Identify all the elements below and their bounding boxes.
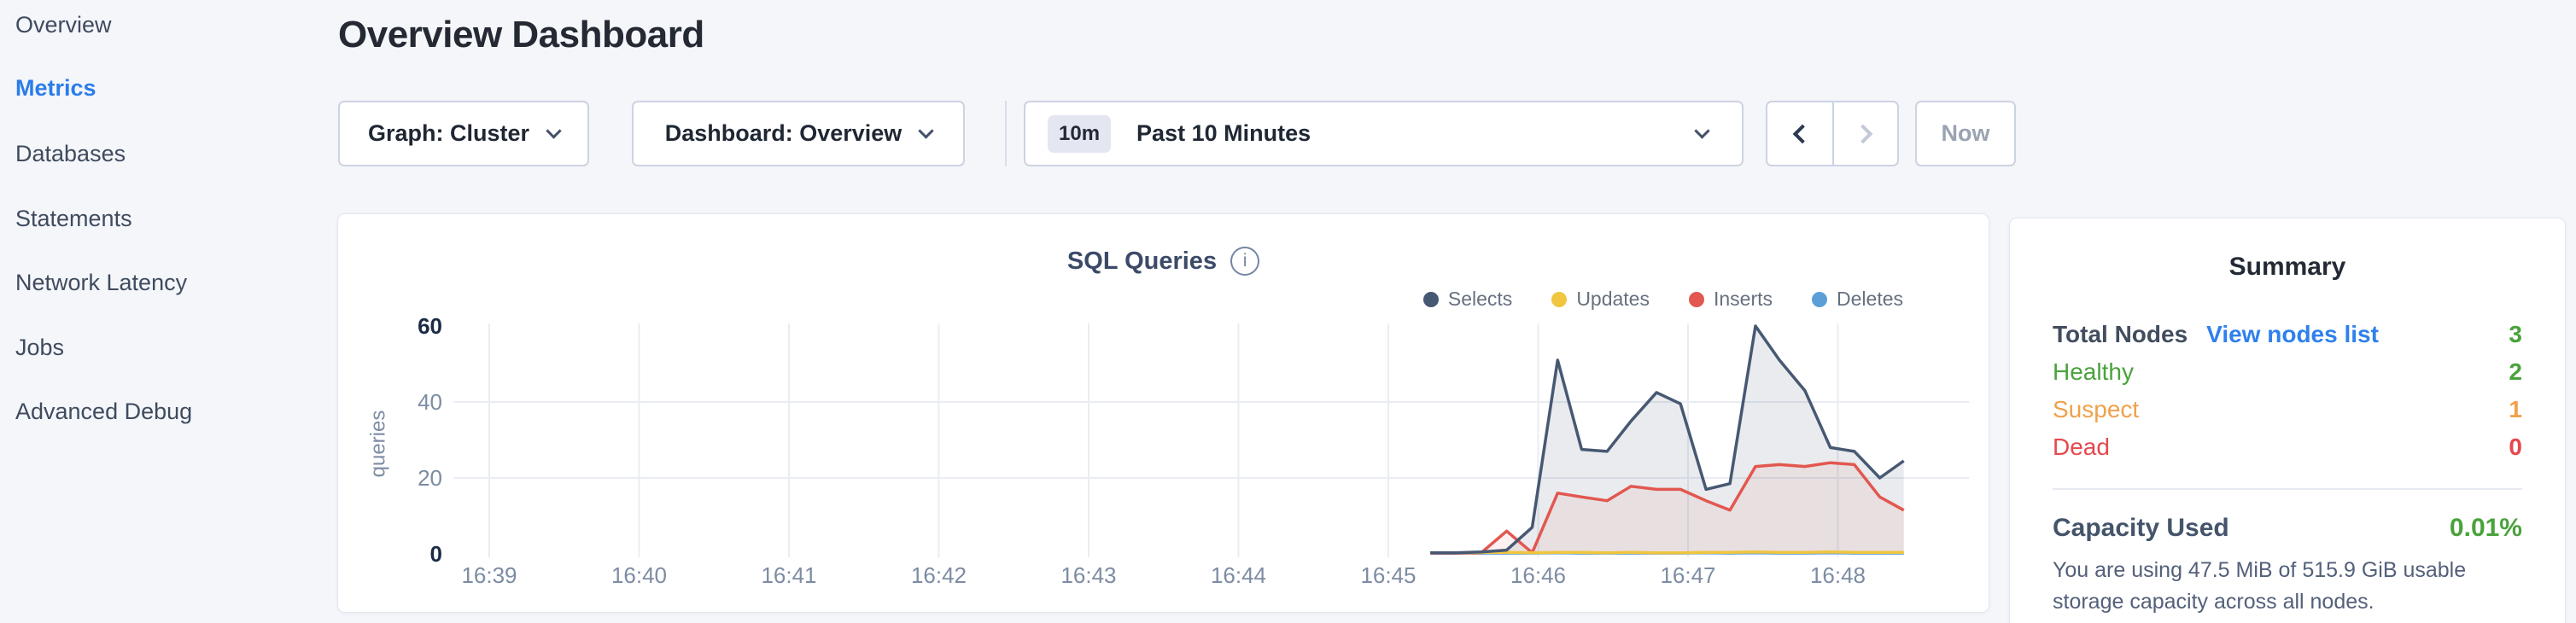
controls-divider <box>1005 101 1007 166</box>
dashboard-label: Dashboard: Overview <box>664 120 902 146</box>
total-nodes-value: 3 <box>2509 321 2522 347</box>
dashboard-dropdown[interactable]: Dashboard: Overview <box>632 101 965 166</box>
sql-queries-chart-card: SQL Queries i Selects Updates Inserts Delet… <box>337 213 1989 613</box>
legend-item-selects[interactable]: Selects <box>1422 288 1513 311</box>
svg-text:16:43: 16:43 <box>1060 562 1116 588</box>
svg-text:16:48: 16:48 <box>1810 562 1866 588</box>
svg-text:0: 0 <box>430 541 442 567</box>
sidebar-item-network-latency[interactable]: Network Latency <box>15 270 188 295</box>
svg-text:16:42: 16:42 <box>911 562 967 588</box>
legend-label: Updates <box>1576 288 1650 310</box>
time-step-buttons <box>1766 101 1899 166</box>
total-nodes-row: Total Nodes View nodes list 3 <box>2053 321 2522 358</box>
legend-label: Deletes <box>1837 288 1903 310</box>
total-nodes-label: Total Nodes <box>2053 321 2188 347</box>
svg-text:40: 40 <box>418 389 442 415</box>
svg-text:16:45: 16:45 <box>1360 562 1416 588</box>
dead-nodes-row: Dead 0 <box>2053 434 2522 471</box>
svg-text:16:39: 16:39 <box>461 562 517 588</box>
legend-dot-icon <box>1688 291 1704 307</box>
legend-item-inserts[interactable]: Inserts <box>1688 288 1773 311</box>
time-range-dropdown[interactable]: 10m Past 10 Minutes <box>1024 101 1744 166</box>
time-prev-button[interactable] <box>1767 102 1832 165</box>
legend-dot-icon <box>1422 291 1439 307</box>
sidebar-item-jobs[interactable]: Jobs <box>15 335 65 360</box>
legend-item-updates[interactable]: Updates <box>1551 288 1650 311</box>
capacity-row: Capacity Used 0.01% <box>2053 514 2522 543</box>
summary-title: Summary <box>2228 253 2346 281</box>
sidebar-item-statements[interactable]: Statements <box>15 206 132 231</box>
sidebar-item-advanced-debug[interactable]: Advanced Debug <box>15 399 193 424</box>
chart-legend: Selects Updates Inserts Deletes <box>1422 288 1903 311</box>
now-button-label: Now <box>1941 120 1990 146</box>
sidebar: Overview Metrics Databases Statements Ne… <box>0 0 324 623</box>
legend-label: Inserts <box>1713 288 1773 310</box>
svg-text:16:40: 16:40 <box>611 562 667 588</box>
time-range-label: Past 10 Minutes <box>1136 120 1311 146</box>
time-next-button[interactable] <box>1831 102 1897 165</box>
chart-title: SQL Queries <box>1066 247 1218 275</box>
page-title: Overview Dashboard <box>338 14 704 55</box>
graph-scope-dropdown[interactable]: Graph: Cluster <box>338 101 589 166</box>
legend-dot-icon <box>1812 291 1828 307</box>
svg-text:20: 20 <box>418 465 442 491</box>
summary-panel: Summary Total Nodes View nodes list 3 He… <box>2009 218 2566 623</box>
dead-value: 0 <box>2509 434 2522 460</box>
chevron-down-icon <box>1694 123 1710 139</box>
healthy-value: 2 <box>2509 358 2522 385</box>
svg-text:16:44: 16:44 <box>1211 562 1266 588</box>
sidebar-item-metrics[interactable]: Metrics <box>15 75 96 101</box>
now-button[interactable]: Now <box>1915 101 2016 166</box>
chevron-left-icon <box>1792 124 1813 143</box>
svg-text:16:46: 16:46 <box>1510 562 1566 588</box>
summary-divider <box>2053 488 2522 490</box>
healthy-nodes-row: Healthy 2 <box>2053 358 2522 396</box>
info-icon[interactable]: i <box>1230 247 1260 276</box>
chevron-down-icon <box>918 123 934 139</box>
dead-label: Dead <box>2053 434 2110 460</box>
svg-text:16:41: 16:41 <box>761 562 816 588</box>
svg-text:60: 60 <box>418 313 442 339</box>
suspect-label: Suspect <box>2053 396 2140 422</box>
suspect-nodes-row: Suspect 1 <box>2053 396 2522 434</box>
svg-text:16:47: 16:47 <box>1660 562 1715 588</box>
capacity-description: You are using 47.5 MiB of 515.9 GiB usab… <box>2053 558 2467 614</box>
sidebar-item-databases[interactable]: Databases <box>15 141 126 166</box>
legend-item-deletes[interactable]: Deletes <box>1812 288 1903 311</box>
capacity-value: 0.01% <box>2449 514 2522 542</box>
legend-dot-icon <box>1551 291 1568 307</box>
chevron-down-icon <box>546 123 562 139</box>
suspect-value: 1 <box>2509 396 2522 422</box>
legend-label: Selects <box>1447 288 1513 310</box>
graph-scope-label: Graph: Cluster <box>367 120 530 146</box>
time-range-badge: 10m <box>1048 114 1112 153</box>
capacity-label: Capacity Used <box>2053 514 2229 542</box>
healthy-label: Healthy <box>2053 358 2134 385</box>
view-nodes-list-link[interactable]: View nodes list <box>2206 321 2379 347</box>
chevron-right-icon <box>1853 124 1873 143</box>
sql-queries-plot[interactable]: 16:39 16:40 16:41 16:42 16:43 16:44 16:45 16:46… <box>338 214 1990 614</box>
sidebar-item-overview[interactable]: Overview <box>15 12 112 38</box>
